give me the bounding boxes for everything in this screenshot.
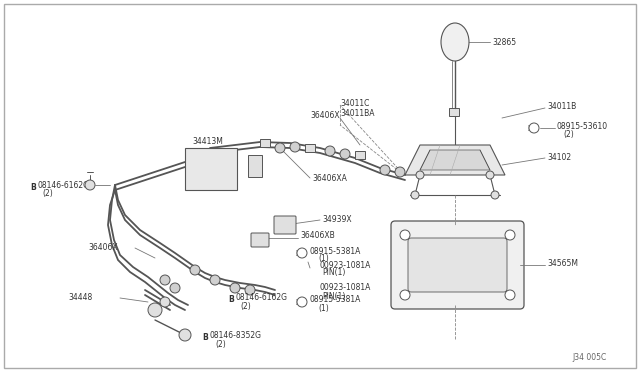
Circle shape bbox=[400, 290, 410, 300]
Text: 34413M: 34413M bbox=[192, 137, 223, 145]
Polygon shape bbox=[420, 150, 490, 170]
Circle shape bbox=[297, 297, 307, 307]
Text: 34939X: 34939X bbox=[322, 215, 351, 224]
Text: 36406XA: 36406XA bbox=[312, 173, 347, 183]
Text: 08146-8352G: 08146-8352G bbox=[209, 331, 261, 340]
Text: 34011BA: 34011BA bbox=[340, 109, 374, 118]
Circle shape bbox=[275, 143, 285, 153]
Circle shape bbox=[297, 248, 307, 258]
Text: Ⓟ: Ⓟ bbox=[296, 250, 299, 256]
Circle shape bbox=[85, 180, 95, 190]
Text: (2): (2) bbox=[563, 129, 573, 138]
Text: B: B bbox=[30, 183, 36, 192]
Circle shape bbox=[505, 290, 515, 300]
FancyBboxPatch shape bbox=[274, 216, 296, 234]
Circle shape bbox=[245, 285, 255, 295]
Circle shape bbox=[325, 146, 335, 156]
Circle shape bbox=[395, 167, 405, 177]
Text: (2): (2) bbox=[240, 301, 251, 311]
Circle shape bbox=[400, 230, 410, 240]
Text: 08915-5381A: 08915-5381A bbox=[310, 295, 362, 305]
FancyBboxPatch shape bbox=[185, 148, 237, 190]
Text: 34448: 34448 bbox=[68, 292, 92, 301]
Text: PIN(1): PIN(1) bbox=[322, 292, 346, 301]
Text: 32865: 32865 bbox=[492, 38, 516, 46]
Text: J34 005C: J34 005C bbox=[572, 353, 606, 362]
Text: B: B bbox=[228, 295, 234, 305]
Text: 00923-1081A: 00923-1081A bbox=[320, 260, 371, 269]
Text: 36406X: 36406X bbox=[310, 110, 340, 119]
Text: Ⓟ: Ⓟ bbox=[527, 125, 531, 131]
Circle shape bbox=[340, 149, 350, 159]
Text: 34011B: 34011B bbox=[547, 102, 576, 110]
Text: (1): (1) bbox=[318, 304, 329, 312]
Circle shape bbox=[148, 303, 162, 317]
Text: 36406X: 36406X bbox=[88, 243, 118, 251]
FancyBboxPatch shape bbox=[355, 151, 365, 159]
Circle shape bbox=[491, 191, 499, 199]
FancyBboxPatch shape bbox=[305, 144, 315, 152]
Text: (2): (2) bbox=[215, 340, 226, 349]
Text: (1): (1) bbox=[318, 254, 329, 263]
Circle shape bbox=[290, 142, 300, 152]
Circle shape bbox=[160, 275, 170, 285]
Circle shape bbox=[210, 275, 220, 285]
Text: 00923-1081A: 00923-1081A bbox=[320, 283, 371, 292]
Text: 36406XB: 36406XB bbox=[300, 231, 335, 240]
Circle shape bbox=[411, 191, 419, 199]
Circle shape bbox=[505, 230, 515, 240]
Text: B: B bbox=[202, 334, 208, 343]
Text: 08146-6162G: 08146-6162G bbox=[235, 294, 287, 302]
Text: (2): (2) bbox=[42, 189, 52, 198]
Circle shape bbox=[179, 329, 191, 341]
Text: 08915-5381A: 08915-5381A bbox=[310, 247, 362, 256]
FancyBboxPatch shape bbox=[408, 238, 507, 292]
Text: Ⓟ: Ⓟ bbox=[296, 299, 299, 305]
Circle shape bbox=[416, 171, 424, 179]
FancyBboxPatch shape bbox=[449, 108, 459, 116]
Text: PIN(1): PIN(1) bbox=[322, 269, 346, 278]
Text: 08146-6162G: 08146-6162G bbox=[37, 180, 89, 189]
Circle shape bbox=[529, 123, 539, 133]
Circle shape bbox=[486, 171, 494, 179]
FancyBboxPatch shape bbox=[260, 139, 270, 147]
Circle shape bbox=[170, 283, 180, 293]
FancyBboxPatch shape bbox=[251, 233, 269, 247]
Circle shape bbox=[230, 283, 240, 293]
Text: 34565M: 34565M bbox=[547, 260, 578, 269]
Text: 34102: 34102 bbox=[547, 153, 571, 161]
Circle shape bbox=[380, 165, 390, 175]
FancyBboxPatch shape bbox=[391, 221, 524, 309]
Text: 08915-53610: 08915-53610 bbox=[557, 122, 608, 131]
Circle shape bbox=[160, 297, 170, 307]
Circle shape bbox=[190, 265, 200, 275]
FancyBboxPatch shape bbox=[248, 155, 262, 177]
Text: 34011C: 34011C bbox=[340, 99, 369, 108]
Ellipse shape bbox=[441, 23, 469, 61]
Polygon shape bbox=[405, 145, 505, 175]
